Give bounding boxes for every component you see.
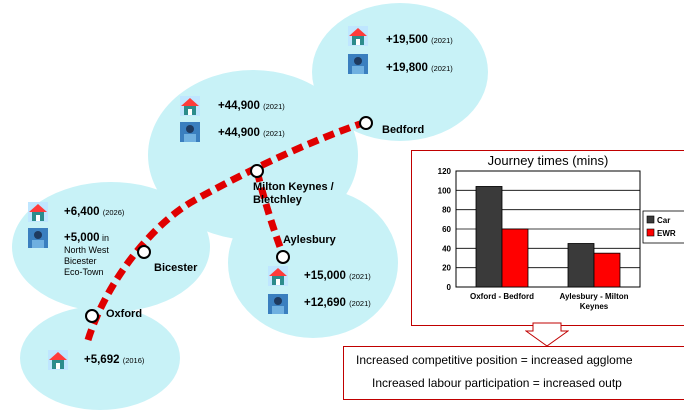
x-tick-label: Aylesbury - Milton (559, 292, 628, 301)
bicester-station-marker (137, 245, 151, 259)
journey-times-chart-box: Journey times (mins) 0 20 40 60 80 100 120 Oxfor… (411, 150, 684, 326)
oxford-bubble (20, 306, 180, 410)
outcome-line-2: Increased labour participation = increas… (372, 376, 622, 390)
bicester-jobs-note-3: Eco-Town (64, 267, 104, 277)
x-tick-label: Keynes (580, 302, 609, 311)
oxford-housing-value: +5,692 (2016) (84, 354, 145, 366)
milton-keynes-station-marker (250, 164, 264, 178)
x-tick-label: Oxford - Bedford (470, 292, 534, 301)
bar-ewr-1 (593, 252, 621, 288)
legend-swatch-car (646, 215, 655, 224)
bedford-jobs-value: +19,800 (2021) (386, 62, 453, 74)
y-tick-label: 80 (442, 206, 451, 215)
house-icon (28, 202, 48, 222)
aylesbury-branch-line (253, 170, 287, 257)
house-icon (268, 266, 288, 286)
legend-label-ewr: EWR (657, 229, 676, 238)
chart-title: Journey times (mins) (488, 153, 609, 168)
aylesbury-housing-value: +15,000 (2021) (304, 270, 371, 282)
y-tick-label: 40 (442, 244, 451, 253)
milton-keynes-housing-value: +44,900 (2021) (218, 100, 285, 112)
bar-car-1 (567, 243, 595, 288)
outcome-line-1: Increased competitive position = increas… (356, 353, 633, 367)
y-tick-label: 0 (447, 283, 452, 292)
worker-icon (348, 54, 368, 74)
house-icon (348, 26, 368, 46)
bicester-jobs-note-2: Bicester (64, 256, 97, 266)
bar-car-0 (475, 186, 503, 288)
house-icon (48, 350, 68, 370)
bedford-station-marker (359, 116, 373, 130)
aylesbury-bubble (228, 188, 398, 338)
aylesbury-station-marker (276, 250, 290, 264)
bicester-jobs-note-1: North West (64, 245, 109, 255)
bedford-housing-value: +19,500 (2021) (386, 34, 453, 46)
worker-icon (180, 122, 200, 142)
journey-times-chart: Journey times (mins) 0 20 40 60 80 100 120 Oxfor… (438, 153, 684, 311)
rail-route (84, 116, 373, 342)
station-label-milton-keynes: Milton Keynes / Bletchley (253, 181, 334, 206)
legend-swatch-ewr (646, 228, 655, 237)
milton-keynes-jobs-value: +44,900 (2021) (218, 127, 285, 139)
station-label-oxford: Oxford (106, 308, 143, 320)
house-icon (180, 96, 200, 116)
main-route-line (84, 120, 362, 342)
station-label-bedford: Bedford (382, 124, 425, 136)
station-label-bicester: Bicester (154, 262, 198, 274)
y-tick-label: 20 (442, 264, 451, 273)
down-arrow (525, 322, 569, 347)
bar-ewr-0 (501, 228, 529, 288)
y-tick-label: 60 (442, 225, 451, 234)
worker-icon (268, 294, 288, 314)
oxford-station-marker (85, 309, 99, 323)
bicester-housing-value: +6,400 (2026) (64, 206, 125, 218)
aylesbury-jobs-value: +12,690 (2021) (304, 297, 371, 309)
y-tick-label: 120 (438, 167, 452, 176)
worker-icon (28, 228, 48, 248)
legend-label-car: Car (657, 216, 670, 225)
bicester-jobs-value: +5,000 in (64, 232, 110, 244)
station-label-aylesbury: Aylesbury (283, 234, 336, 246)
y-tick-label: 100 (438, 186, 452, 195)
outcomes-box: Increased competitive position = increas… (343, 346, 684, 400)
